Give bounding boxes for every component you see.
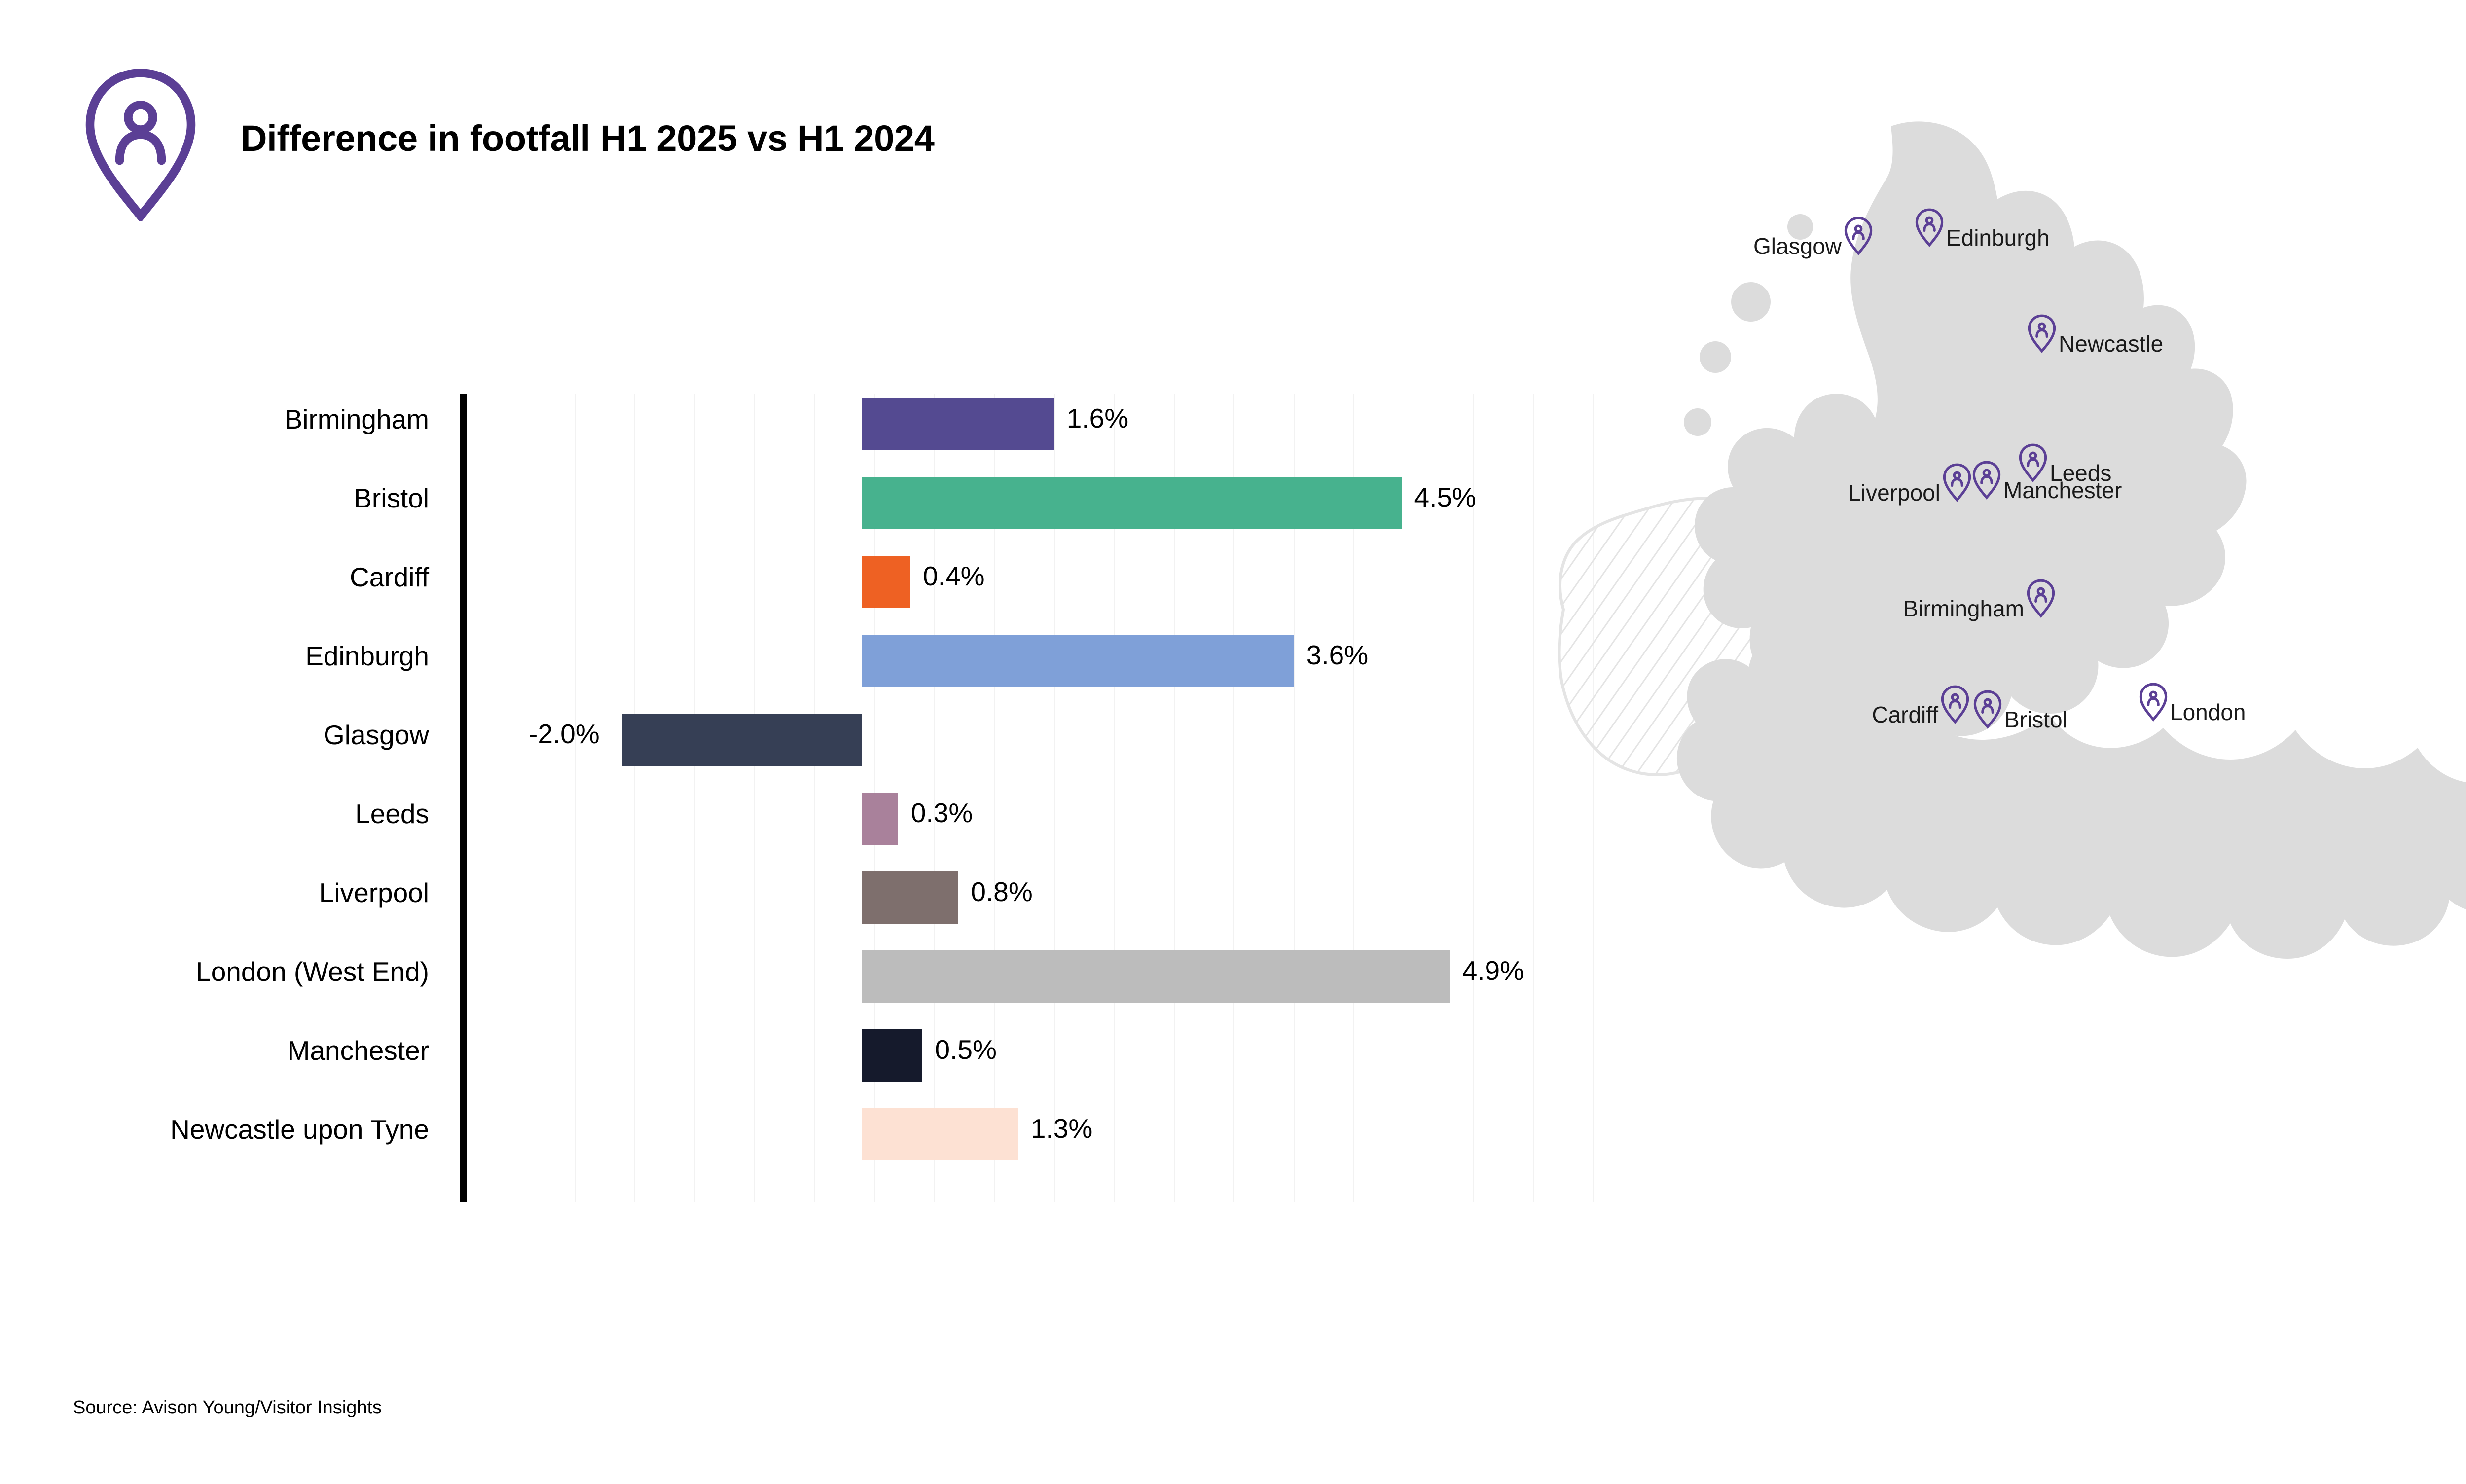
bar-row: London (West End) 4.9%	[0, 937, 1677, 1016]
page-title: Difference in footfall H1 2025 vs H1 202…	[241, 118, 935, 159]
gridline	[1233, 394, 1235, 1202]
bar	[862, 950, 1450, 1003]
map-pin-glasgow-icon[interactable]	[1843, 215, 1874, 256]
category-axis-spine	[460, 394, 467, 1202]
bar-category-label: Glasgow	[324, 720, 429, 750]
gridline	[994, 394, 995, 1202]
bar-category-label: Newcastle upon Tyne	[170, 1114, 429, 1145]
gridline	[1053, 394, 1055, 1202]
bar-row: Cardiff 0.4%	[0, 543, 1677, 621]
gridline	[814, 394, 815, 1202]
gridline	[1353, 394, 1355, 1202]
bar-value-label: 0.3%	[910, 797, 973, 828]
bar-category-label: Manchester	[287, 1035, 429, 1066]
uk-location-map: Glasgow Edinburgh Newcastle Leeds Liverpool M…	[1504, 109, 2466, 1292]
bar-category-label: Edinburgh	[305, 641, 429, 671]
bar-row: Leeds 0.3%	[0, 779, 1677, 858]
map-label-london: London	[2170, 699, 2246, 725]
map-label-newcastle: Newcastle	[2059, 331, 2164, 357]
bar-value-label: 0.5%	[935, 1034, 997, 1065]
map-pin-newcastle-icon[interactable]	[2026, 313, 2058, 354]
map-label-manchester: Manchester	[2003, 477, 2122, 503]
map-pin-leeds-icon[interactable]	[2017, 442, 2049, 483]
map-pin-edinburgh-icon[interactable]	[1914, 207, 1945, 248]
map-label-birmingham: Birmingham	[1903, 596, 2024, 621]
bar-row: Manchester 0.5%	[0, 1016, 1677, 1095]
map-pin-bristol-icon[interactable]	[1972, 688, 2003, 730]
bar-row: Bristol 4.5%	[0, 464, 1677, 543]
bar-value-label: 0.4%	[923, 561, 985, 591]
gridline	[1173, 394, 1175, 1202]
map-label-leeds: Leeds	[2050, 460, 2112, 486]
bar-row: Birmingham 1.6%	[0, 385, 1677, 464]
bar-row: Liverpool 0.8%	[0, 858, 1677, 937]
bar-category-label: Leeds	[355, 798, 429, 829]
bar-value-label: 4.5%	[1414, 482, 1476, 512]
map-label-edinburgh: Edinburgh	[1946, 225, 2050, 251]
map-pin-manchester-icon[interactable]	[1971, 459, 2002, 501]
bar-category-label: Liverpool	[319, 877, 429, 908]
bar-category-label: Birmingham	[284, 404, 429, 434]
gridline	[694, 394, 695, 1202]
map-pin-cardiff-icon[interactable]	[1939, 684, 1971, 725]
gridline	[754, 394, 756, 1202]
bar-value-label: 4.9%	[1462, 955, 1524, 986]
footfall-bar-chart: Birmingham 1.6% Bristol 4.5% Cardiff 0.4% Edin…	[0, 375, 1677, 1243]
header: Difference in footfall H1 2025 vs H1 202…	[69, 54, 1351, 223]
gridline	[574, 394, 576, 1202]
bar	[862, 793, 898, 845]
map-pin-liverpool-icon[interactable]	[1941, 462, 1973, 503]
map-label-bristol: Bristol	[2004, 707, 2067, 732]
location-pin-person-icon	[79, 68, 202, 223]
gridline	[634, 394, 636, 1202]
bar	[622, 714, 862, 766]
map-pin-birmingham-icon[interactable]	[2025, 578, 2057, 619]
bar	[862, 871, 958, 924]
bar-row: Edinburgh 3.6%	[0, 621, 1677, 700]
bar-category-label: Cardiff	[350, 562, 429, 592]
bar-row: Newcastle upon Tyne 1.3%	[0, 1095, 1677, 1174]
map-label-cardiff: Cardiff	[1872, 702, 1938, 727]
gridline	[1114, 394, 1115, 1202]
map-pin-london-icon[interactable]	[2138, 681, 2169, 723]
bar-value-label: 1.6%	[1066, 403, 1129, 434]
map-label-liverpool: Liverpool	[1848, 480, 1940, 506]
bar-value-label: 1.3%	[1030, 1113, 1093, 1144]
bar	[862, 398, 1054, 450]
bar-category-label: London (West End)	[196, 956, 429, 987]
bar-category-label: Bristol	[354, 483, 429, 513]
bar-value-label: 3.6%	[1306, 640, 1369, 670]
source-note: Source: Avison Young/Visitor Insights	[73, 1397, 382, 1418]
bar	[862, 1108, 1018, 1160]
gridline	[1533, 394, 1534, 1202]
bar-row: Glasgow -2.0%	[0, 700, 1677, 779]
bar	[862, 477, 1402, 529]
bar	[862, 635, 1294, 687]
map-label-glasgow: Glasgow	[1753, 233, 1842, 259]
bar-value-label: 0.8%	[971, 876, 1033, 907]
gridline	[1293, 394, 1295, 1202]
gridline	[1473, 394, 1475, 1202]
bar-value-label: -2.0%	[529, 719, 600, 749]
bar	[862, 556, 910, 608]
bar	[862, 1029, 922, 1082]
gridline	[934, 394, 935, 1202]
gridline	[1593, 394, 1595, 1202]
